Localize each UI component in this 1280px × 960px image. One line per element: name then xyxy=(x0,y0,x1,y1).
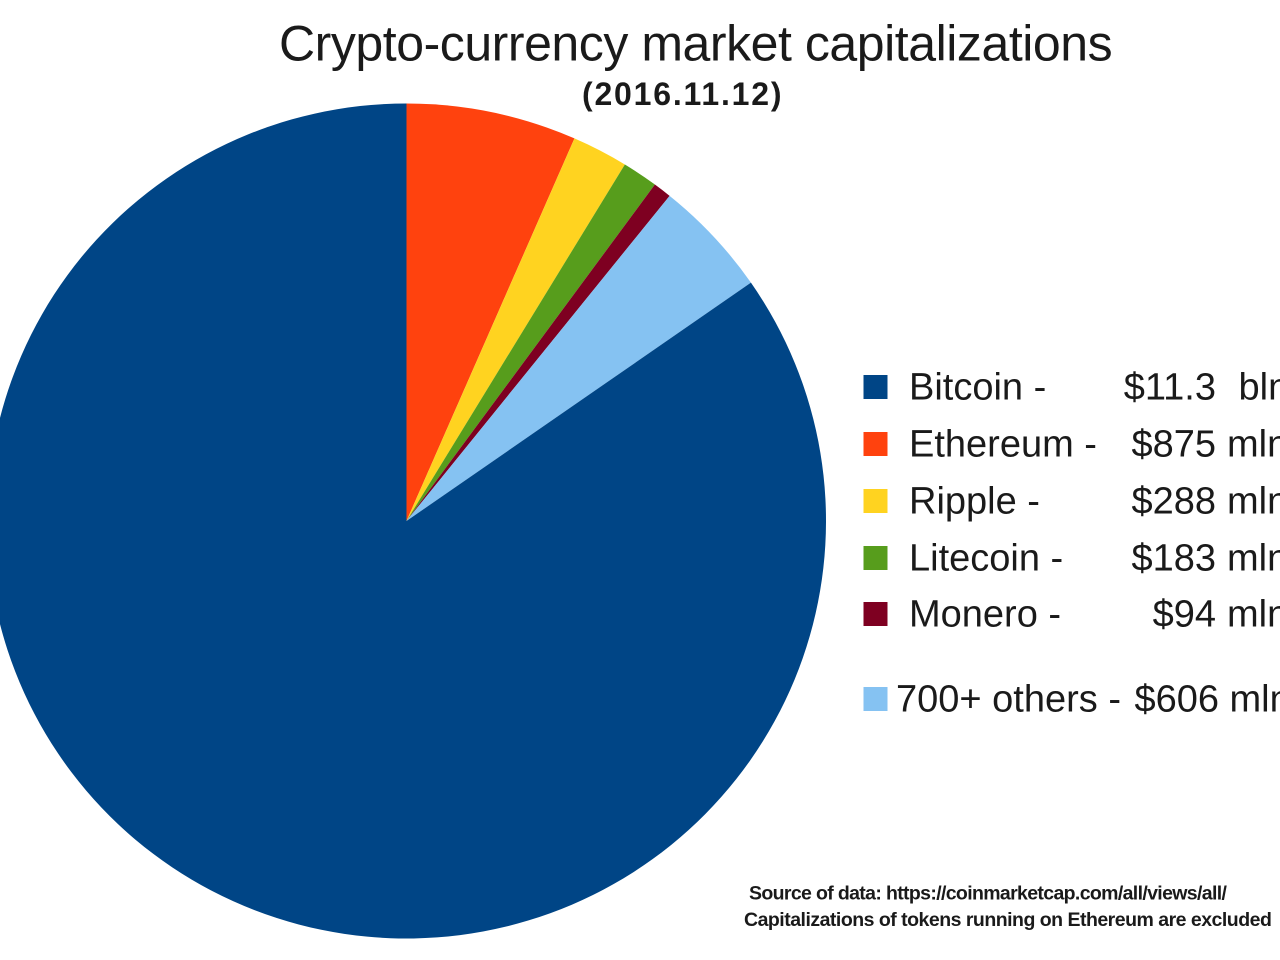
svg-text:mln: mln xyxy=(1227,481,1280,523)
svg-text:Bitcoin -: Bitcoin - xyxy=(909,367,1046,409)
svg-text:Ripple -: Ripple - xyxy=(909,481,1040,523)
svg-text:$875: $875 xyxy=(1131,424,1216,466)
svg-text:mln: mln xyxy=(1230,679,1280,721)
svg-text:Monero -: Monero - xyxy=(909,594,1061,636)
svg-text:mln: mln xyxy=(1227,538,1280,580)
svg-text:Crypto-currency market capital: Crypto-currency market capitalizations xyxy=(279,16,1112,72)
svg-text:$288: $288 xyxy=(1131,481,1216,523)
svg-text:mln: mln xyxy=(1227,424,1280,466)
svg-text:Ethereum -: Ethereum - xyxy=(909,424,1097,466)
svg-text:Source of data: https://coinma: Source of data: https://coinmarketcap.co… xyxy=(749,882,1227,904)
svg-text:Capitalizations of tokens runn: Capitalizations of tokens running on Eth… xyxy=(744,909,1271,931)
svg-text:$11.3: $11.3 xyxy=(1124,367,1216,409)
svg-text:$183: $183 xyxy=(1131,538,1216,580)
svg-text:Litecoin -: Litecoin - xyxy=(909,538,1063,580)
svg-text:mln: mln xyxy=(1227,594,1280,636)
svg-text:bln: bln xyxy=(1239,367,1280,409)
svg-text:$606: $606 xyxy=(1134,679,1219,721)
svg-text:$94: $94 xyxy=(1153,594,1216,636)
svg-text:700+ others -: 700+ others - xyxy=(896,679,1121,721)
svg-text:(2016.11.12): (2016.11.12) xyxy=(582,76,783,112)
